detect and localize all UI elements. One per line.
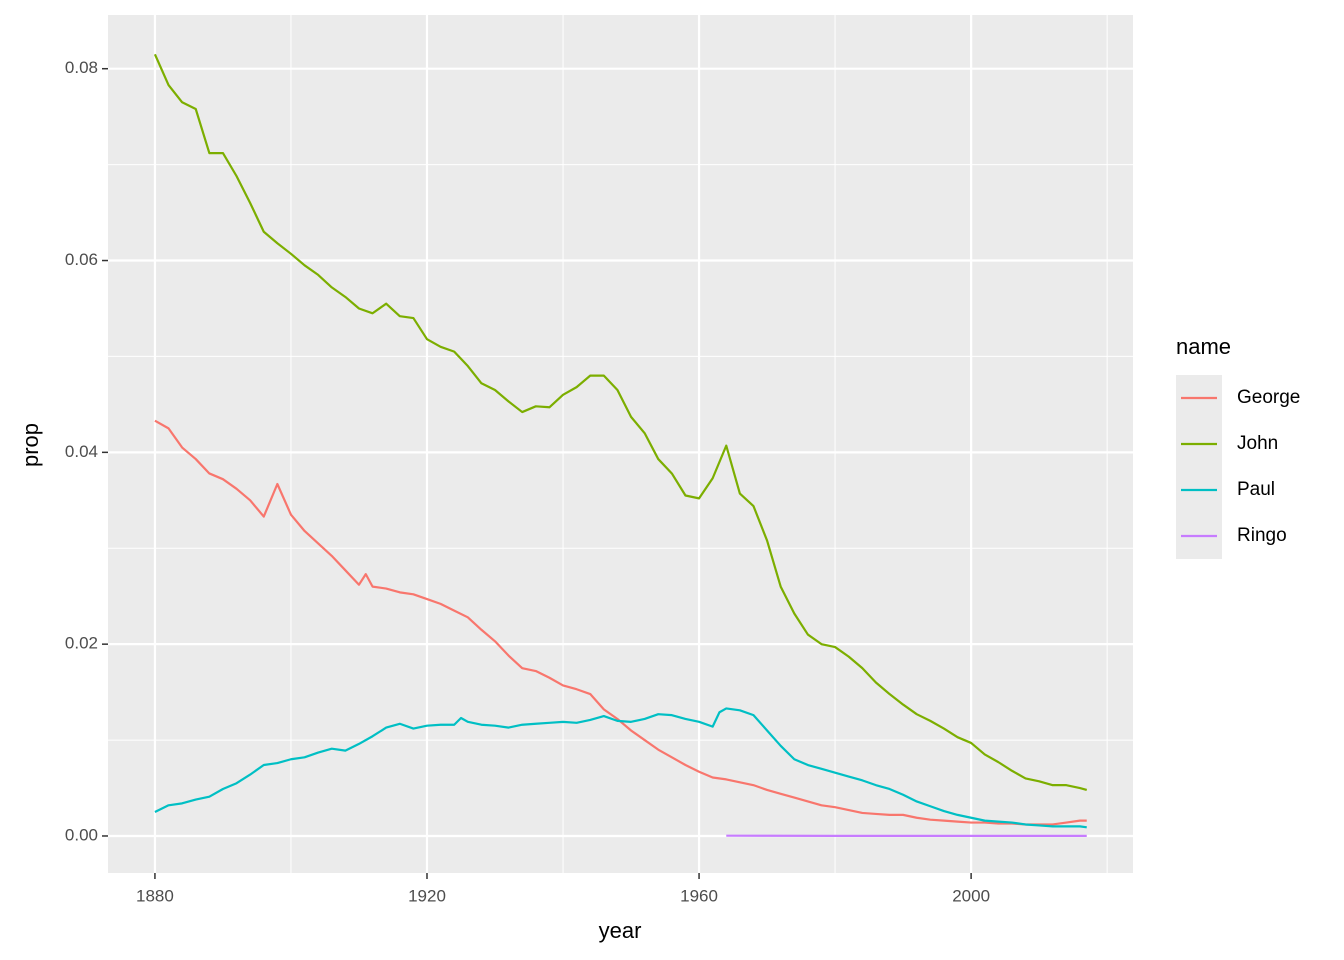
x-tick-label: 2000 — [952, 886, 990, 905]
legend-title: name — [1176, 334, 1231, 359]
x-axis-title: year — [599, 918, 642, 943]
legend-label: Paul — [1237, 479, 1275, 500]
x-tick-label: 1920 — [408, 886, 446, 905]
y-tick-label: 0.06 — [65, 250, 98, 269]
x-tick-label: 1960 — [680, 886, 718, 905]
y-tick-label: 0.02 — [65, 634, 98, 653]
x-tick-label: 1880 — [136, 886, 174, 905]
y-tick-label: 0.08 — [65, 58, 98, 77]
legend-label: John — [1237, 433, 1278, 454]
y-axis-title: prop — [18, 423, 43, 467]
legend-key-background — [1176, 375, 1222, 559]
y-tick-label: 0.00 — [65, 825, 98, 844]
series-line — [153, 53, 1088, 792]
series-line — [154, 419, 1087, 826]
y-tick-label: 0.04 — [65, 442, 98, 461]
legend-label: Ringo — [1237, 525, 1287, 546]
legend-label: George — [1237, 387, 1300, 408]
panel — [108, 15, 1133, 873]
series-line — [154, 707, 1087, 829]
